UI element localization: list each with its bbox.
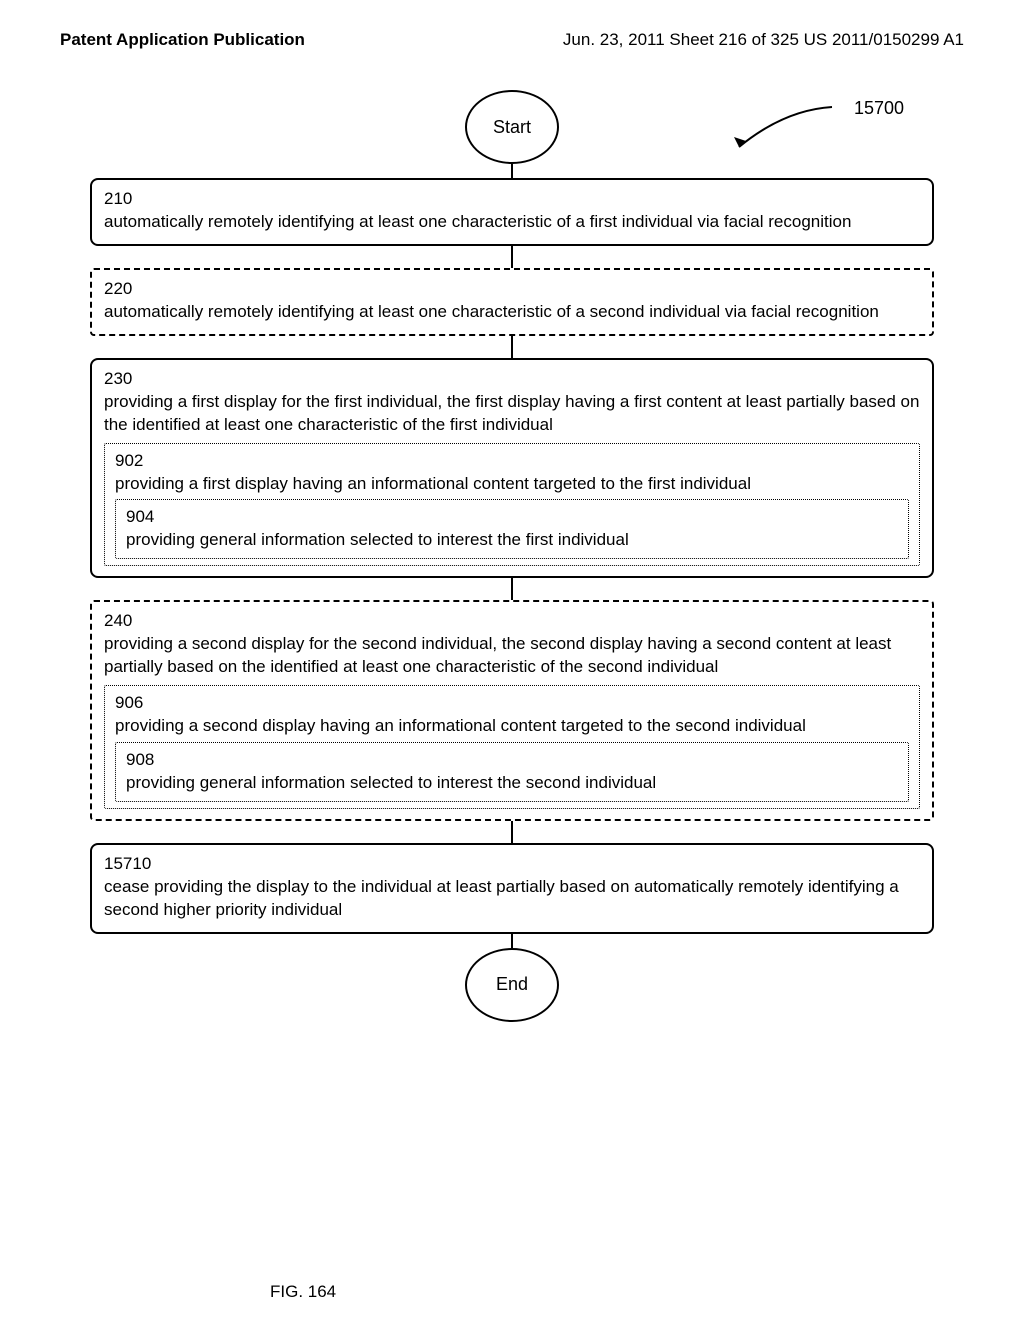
end-label: End — [496, 974, 528, 995]
start-node: Start — [465, 90, 559, 164]
reference-number: 15700 — [854, 98, 904, 119]
connector — [511, 336, 513, 358]
step-number: 240 — [104, 610, 920, 633]
step-number: 220 — [104, 278, 920, 301]
step-text: automatically remotely identifying at le… — [104, 302, 879, 321]
header-right: Jun. 23, 2011 Sheet 216 of 325 US 2011/0… — [563, 30, 964, 50]
page-header: Patent Application Publication Jun. 23, … — [0, 0, 1024, 60]
step-text: providing a second display having an inf… — [115, 716, 806, 735]
step-15710: 15710 cease providing the display to the… — [90, 843, 934, 934]
step-text: providing a first display having an info… — [115, 474, 751, 493]
connector — [511, 578, 513, 600]
step-902: 902 providing a first display having an … — [104, 443, 920, 567]
step-210: 210 automatically remotely identifying a… — [90, 178, 934, 246]
step-text: providing a second display for the secon… — [104, 634, 891, 676]
connector — [511, 246, 513, 268]
step-number: 908 — [126, 749, 898, 772]
start-label: Start — [493, 117, 531, 138]
step-number: 15710 — [104, 853, 920, 876]
step-text: cease providing the display to the indiv… — [104, 877, 899, 919]
step-230: 230 providing a first display for the fi… — [90, 358, 934, 579]
end-node: End — [465, 948, 559, 1022]
flowchart: 15700 Start 210 automatically remotely i… — [90, 90, 934, 1022]
step-text: providing general information selected t… — [126, 773, 656, 792]
step-240: 240 providing a second display for the s… — [90, 600, 934, 821]
figure-label: FIG. 164 — [270, 1282, 336, 1302]
step-904: 904 providing general information select… — [115, 499, 909, 559]
step-text: providing a first display for the first … — [104, 392, 919, 434]
step-906: 906 providing a second display having an… — [104, 685, 920, 809]
step-number: 906 — [115, 692, 909, 715]
reference-arrow — [724, 105, 834, 160]
step-text: providing general information selected t… — [126, 530, 629, 549]
step-number: 230 — [104, 368, 920, 391]
connector — [511, 934, 513, 948]
connector — [511, 821, 513, 843]
step-number: 210 — [104, 188, 920, 211]
step-908: 908 providing general information select… — [115, 742, 909, 802]
step-220: 220 automatically remotely identifying a… — [90, 268, 934, 336]
step-text: automatically remotely identifying at le… — [104, 212, 851, 231]
step-number: 904 — [126, 506, 898, 529]
connector — [511, 164, 513, 178]
header-left: Patent Application Publication — [60, 30, 305, 50]
step-number: 902 — [115, 450, 909, 473]
